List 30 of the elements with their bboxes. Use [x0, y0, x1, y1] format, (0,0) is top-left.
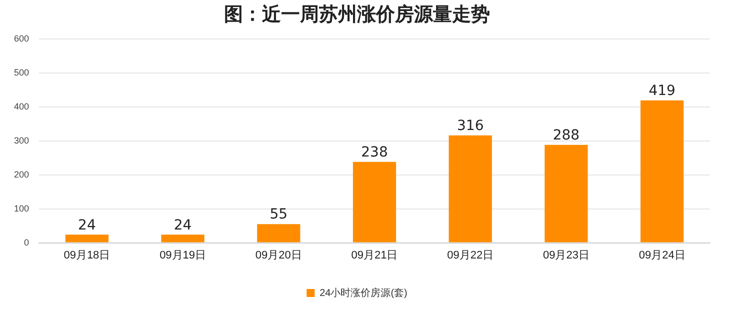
bar: [544, 144, 588, 242]
data-label: 419: [648, 82, 676, 99]
data-label: 24: [174, 217, 192, 234]
bar: [161, 234, 204, 242]
x-tick-label: 09月21日: [351, 249, 398, 262]
x-tick-label: 09月18日: [64, 249, 110, 262]
bar: [65, 234, 109, 242]
x-tick-label: 09月19日: [160, 249, 206, 262]
x-tick-label: 09月24日: [638, 249, 686, 262]
data-label: 24: [78, 217, 96, 234]
data-label: 238: [361, 144, 388, 161]
y-tick-label: 300: [14, 135, 30, 146]
bar: [352, 162, 396, 242]
data-label: 288: [552, 128, 580, 144]
y-tick-label: 100: [14, 203, 30, 214]
bar: [640, 100, 684, 242]
bar: [257, 224, 300, 242]
data-label: 55: [270, 206, 288, 223]
x-tick-label: 09月23日: [542, 249, 590, 262]
x-tick-label: 09月22日: [447, 249, 494, 262]
y-tick-label: 500: [14, 67, 30, 78]
chart-title: 图：近一周苏州涨价房源量走势: [224, 3, 490, 26]
y-tick-label: 0: [24, 237, 30, 248]
y-tick-label: 600: [14, 33, 30, 44]
x-tick-label: 09月20日: [255, 249, 302, 262]
legend-label: 24小时涨价房源(套): [320, 286, 408, 299]
y-tick-label: 400: [14, 101, 30, 112]
data-label: 316: [456, 118, 484, 134]
y-tick-label: 200: [14, 169, 30, 180]
bar: [448, 135, 492, 242]
